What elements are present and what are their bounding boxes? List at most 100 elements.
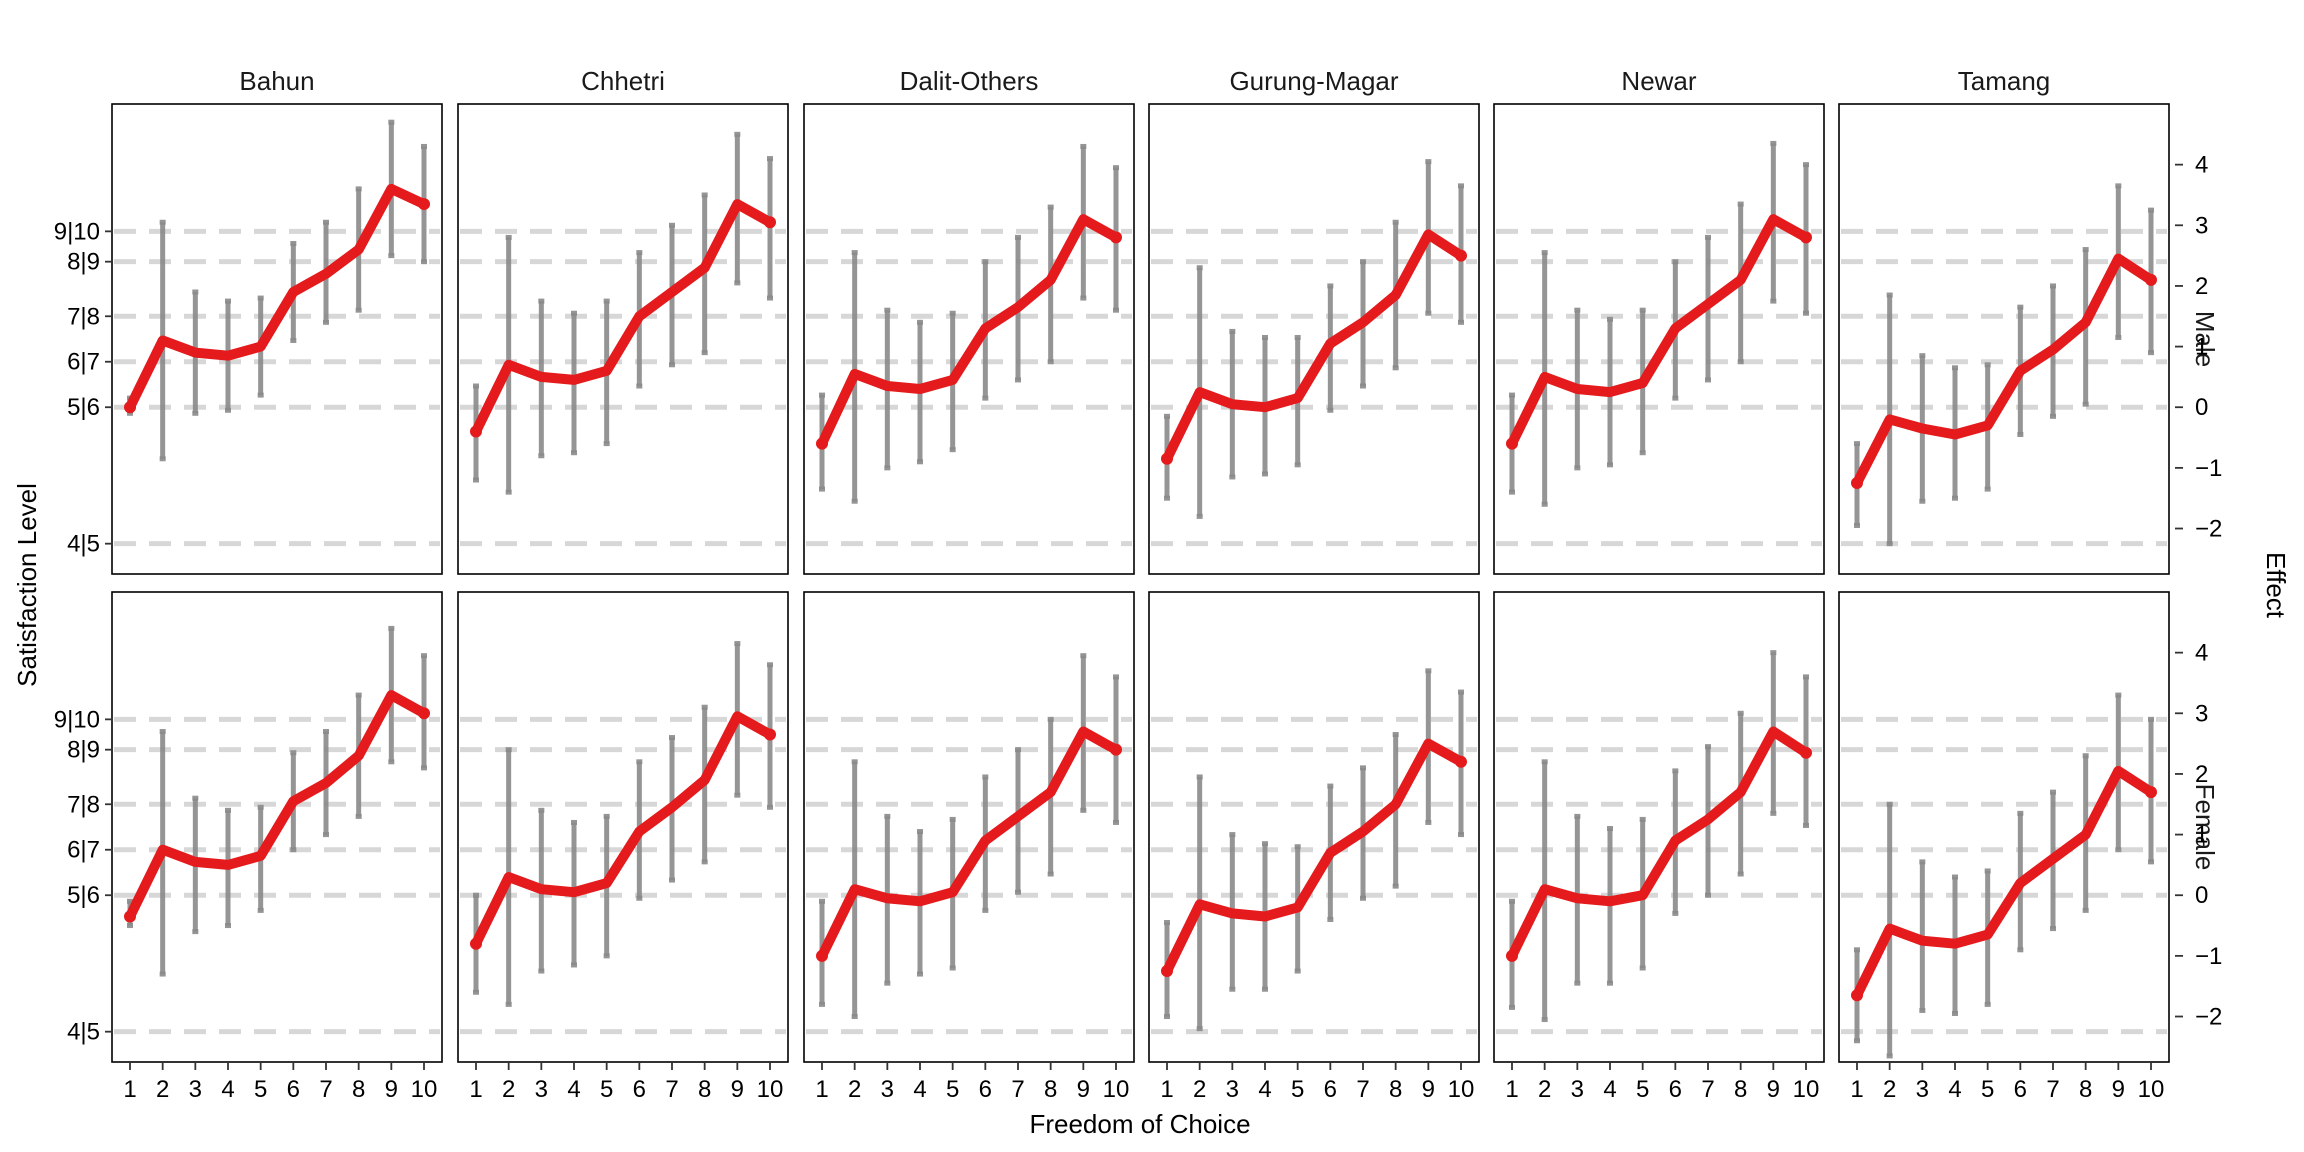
left-axis-tick-label: 9|10 <box>54 706 100 733</box>
x-axis-tick-label: 3 <box>1226 1076 1239 1103</box>
series-line <box>817 214 1121 449</box>
x-axis-tick-label: 5 <box>254 1076 267 1103</box>
series-line <box>1852 253 2156 488</box>
y-axis-title-right: Effect <box>2261 552 2291 619</box>
data-point <box>1800 746 1812 759</box>
panel-male-dalit-others <box>803 103 1135 575</box>
x-axis-tick-label: 9 <box>731 1076 744 1103</box>
right-axis-tick-label: 2 <box>2195 273 2208 300</box>
strip-label-dalit-others: Dalit-Others <box>900 66 1039 96</box>
x-axis-tick-label: 3 <box>535 1076 548 1103</box>
series-line <box>1162 738 1466 976</box>
x-axis-tick-label: 3 <box>1916 1076 1929 1103</box>
right-axis-tick-label: −1 <box>2195 943 2222 970</box>
right-axis-tick-label: −2 <box>2195 516 2222 543</box>
left-axis-tick-label: 6|7 <box>67 349 100 376</box>
x-axis-tick-label: 3 <box>1571 1076 1584 1103</box>
left-axis-tick-label: 5|6 <box>67 882 100 909</box>
panel-male-tamang <box>1838 103 2170 575</box>
data-point <box>1455 249 1467 262</box>
x-axis-tick-label: 6 <box>2014 1076 2027 1103</box>
strip-label-female: Female <box>2190 784 2220 871</box>
right-axis-tick-label: 4 <box>2195 152 2208 179</box>
strip-label-male: Male <box>2190 311 2220 367</box>
data-point <box>1506 437 1518 450</box>
x-axis-tick-label: 10 <box>411 1076 438 1103</box>
panel-frame <box>1148 103 1480 575</box>
x-axis-tick-label: 5 <box>1981 1076 1994 1103</box>
left-axis-tick-label: 5|6 <box>67 394 100 421</box>
left-axis-tick-label: 7|8 <box>67 791 100 818</box>
series-line <box>817 726 1121 961</box>
data-point <box>816 949 828 962</box>
data-point <box>2145 273 2157 286</box>
right-axis-tick-label: 3 <box>2195 212 2208 239</box>
right-axis-tick-label: 1 <box>2195 334 2208 361</box>
panel-female-dalit-others <box>803 591 1135 1063</box>
right-axis-tick-label: −2 <box>2195 1004 2222 1031</box>
x-axis-tick-label: 2 <box>1538 1076 1551 1103</box>
x-axis-tick-label: 6 <box>979 1076 992 1103</box>
left-axis-tick-label: 4|5 <box>67 531 100 558</box>
strip-label-gurung-magar: Gurung-Magar <box>1229 66 1398 96</box>
panel-male-bahun <box>111 103 443 575</box>
panel-frame <box>1148 591 1480 1063</box>
x-axis-tick-label: 8 <box>1389 1076 1402 1103</box>
x-axis-tick-label: 2 <box>502 1076 515 1103</box>
x-axis-tick-label: 9 <box>1077 1076 1090 1103</box>
x-axis-tick-label: 4 <box>1603 1076 1616 1103</box>
series-line <box>471 711 775 949</box>
panel-frame <box>1493 103 1825 575</box>
x-axis-tick-label: 5 <box>946 1076 959 1103</box>
data-point <box>1851 989 1863 1002</box>
panel-frame <box>1493 591 1825 1063</box>
x-axis-tick-label: 2 <box>848 1076 861 1103</box>
x-axis-tick-label: 8 <box>1044 1076 1057 1103</box>
data-point <box>816 437 828 450</box>
x-axis-tick-label: 3 <box>881 1076 894 1103</box>
panel-female-gurung-magar <box>1148 591 1480 1063</box>
left-axis-tick-label: 7|8 <box>67 303 100 330</box>
x-axis-tick-label: 5 <box>1291 1076 1304 1103</box>
x-axis-tick-label: 1 <box>469 1076 482 1103</box>
y-axis-title-left: Satisfaction Level <box>12 483 42 687</box>
x-axis-tick-label: 3 <box>189 1076 202 1103</box>
data-point <box>418 707 430 720</box>
axes-layer: 4|5 5|6 6|7 7|8 8|9 9|10 4|5 5|6 6|7 7|8 8|9 9|10 −2… <box>54 152 2223 1103</box>
data-point <box>418 198 430 211</box>
x-axis-tick-label: 5 <box>1636 1076 1649 1103</box>
x-axis-tick-label: 2 <box>1193 1076 1206 1103</box>
x-axis-tick-label: 10 <box>2138 1076 2165 1103</box>
x-axis-tick-label: 7 <box>1356 1076 1369 1103</box>
x-axis-tick-label: 4 <box>913 1076 926 1103</box>
x-axis-tick-label: 10 <box>757 1076 784 1103</box>
x-axis-tick-label: 4 <box>221 1076 234 1103</box>
right-axis-tick-label: −1 <box>2195 455 2222 482</box>
right-axis-tick-label: 2 <box>2195 761 2208 788</box>
x-axis-tick-label: 6 <box>633 1076 646 1103</box>
strip-label-tamang: Tamang <box>1958 66 2051 96</box>
x-axis-tick-label: 1 <box>1850 1076 1863 1103</box>
x-axis-tick-label: 9 <box>1422 1076 1435 1103</box>
x-axis-tick-label: 8 <box>2079 1076 2092 1103</box>
data-point <box>1110 743 1122 756</box>
right-axis-tick-label: 0 <box>2195 882 2208 909</box>
x-axis-tick-label: 9 <box>2112 1076 2125 1103</box>
x-axis-tick-label: 8 <box>352 1076 365 1103</box>
data-point <box>1161 965 1173 978</box>
x-axis-tick-label: 10 <box>1448 1076 1475 1103</box>
x-axis-title: Freedom of Choice <box>1029 1109 1250 1139</box>
data-point <box>2145 786 2157 799</box>
left-axis-tick-label: 4|5 <box>67 1019 100 1046</box>
panel-female-bahun <box>111 591 443 1063</box>
x-axis-tick-label: 8 <box>1734 1076 1747 1103</box>
x-axis-tick-label: 1 <box>123 1076 136 1103</box>
panel-female-newar <box>1493 591 1825 1063</box>
strip-label-bahun: Bahun <box>239 66 314 96</box>
data-point <box>764 728 776 741</box>
x-axis-tick-label: 9 <box>385 1076 398 1103</box>
x-axis-tick-label: 2 <box>156 1076 169 1103</box>
panel-frame <box>1838 103 2170 575</box>
panel-female-tamang <box>1838 591 2170 1063</box>
panel-male-gurung-magar <box>1148 103 1480 575</box>
